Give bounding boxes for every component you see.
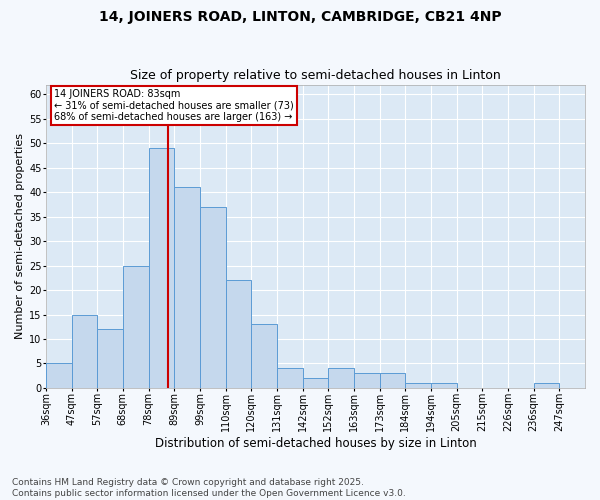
Bar	[431, 383, 457, 388]
Bar	[200, 207, 226, 388]
Text: Contains HM Land Registry data © Crown copyright and database right 2025.
Contai: Contains HM Land Registry data © Crown c…	[12, 478, 406, 498]
X-axis label: Distribution of semi-detached houses by size in Linton: Distribution of semi-detached houses by …	[155, 437, 476, 450]
Bar	[149, 148, 174, 388]
Bar	[46, 364, 71, 388]
Bar	[380, 373, 405, 388]
Title: Size of property relative to semi-detached houses in Linton: Size of property relative to semi-detach…	[130, 69, 501, 82]
Bar	[226, 280, 251, 388]
Bar	[251, 324, 277, 388]
Bar	[174, 188, 200, 388]
Y-axis label: Number of semi-detached properties: Number of semi-detached properties	[15, 133, 25, 339]
Bar	[97, 329, 123, 388]
Bar	[328, 368, 354, 388]
Bar	[277, 368, 302, 388]
Bar	[405, 383, 431, 388]
Text: 14, JOINERS ROAD, LINTON, CAMBRIDGE, CB21 4NP: 14, JOINERS ROAD, LINTON, CAMBRIDGE, CB2…	[98, 10, 502, 24]
Bar	[71, 314, 97, 388]
Bar	[123, 266, 149, 388]
Bar	[533, 383, 559, 388]
Text: 14 JOINERS ROAD: 83sqm
← 31% of semi-detached houses are smaller (73)
68% of sem: 14 JOINERS ROAD: 83sqm ← 31% of semi-det…	[54, 89, 293, 122]
Bar	[354, 373, 380, 388]
Bar	[302, 378, 328, 388]
